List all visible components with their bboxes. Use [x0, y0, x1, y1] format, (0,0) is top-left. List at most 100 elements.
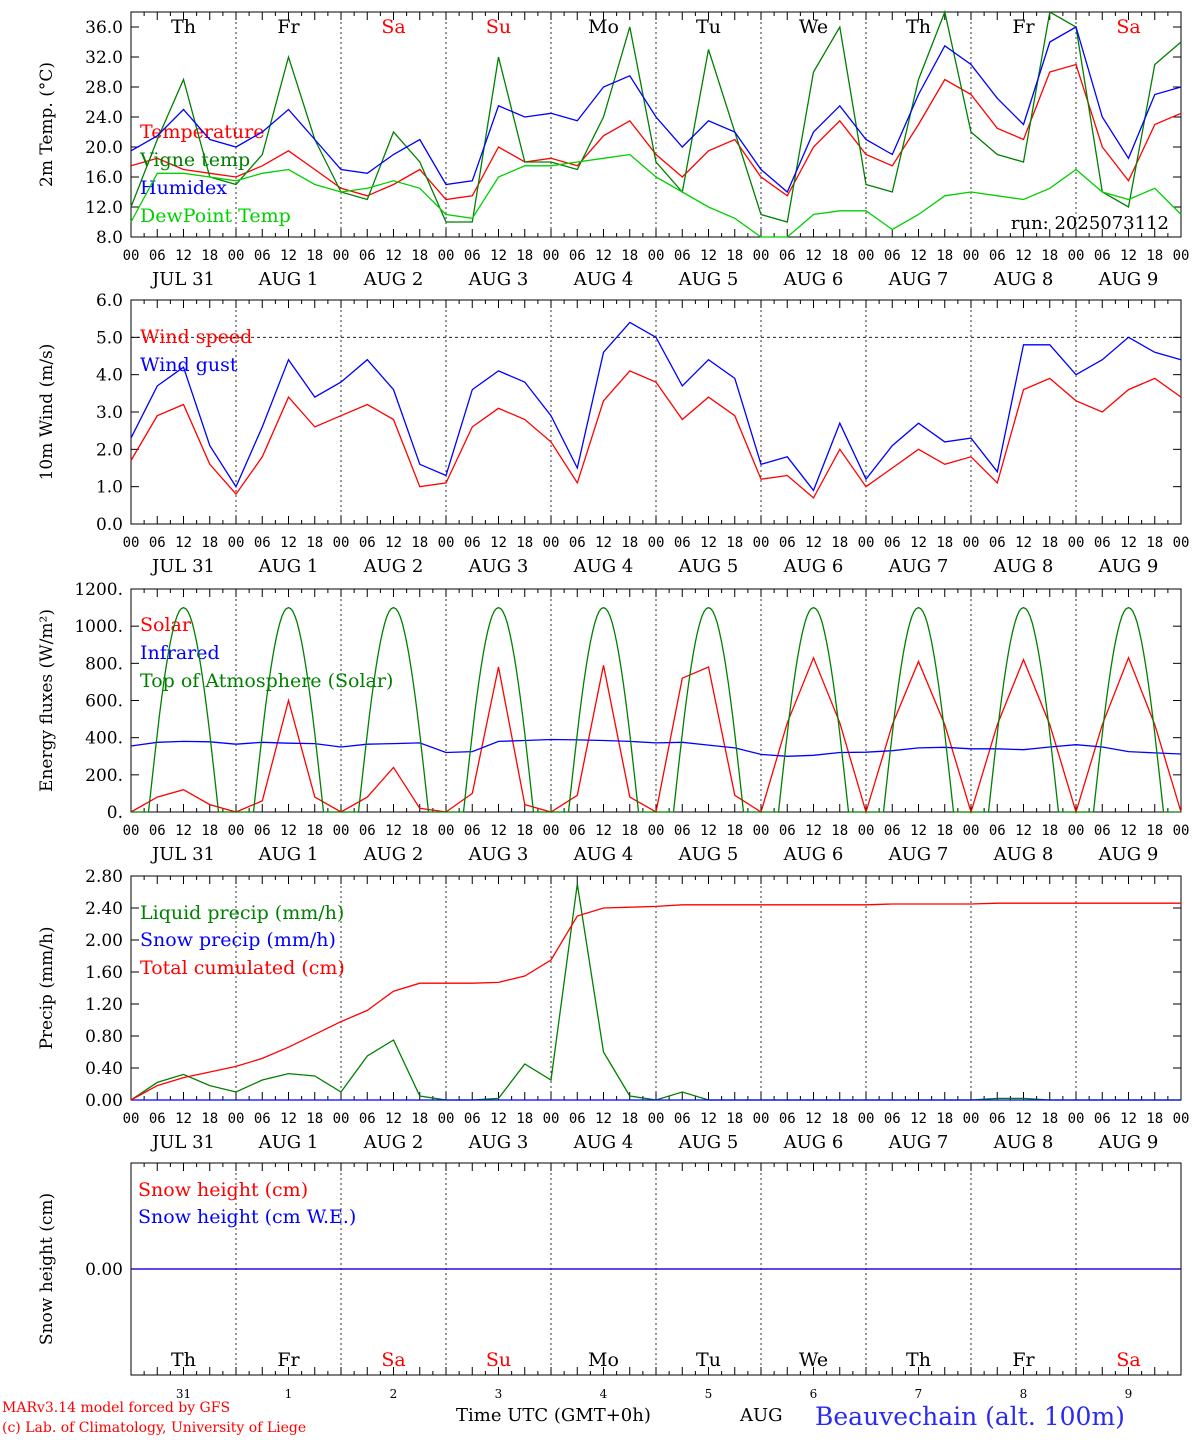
panel-2-hour-label: 18: [411, 535, 428, 551]
panel-1-hour-label: 06: [779, 248, 796, 264]
panel-1-hour-label: 18: [1146, 248, 1163, 264]
panel-1-hour-label: 00: [648, 248, 665, 264]
panel-1-ytick-label: 16.0: [85, 168, 123, 188]
panel-4-date-label: AUG 3: [468, 1132, 529, 1153]
day-number-label: 8: [1020, 1387, 1028, 1401]
panel-4-hour-label: 00: [648, 1111, 665, 1127]
panel-3-hour-label: 06: [254, 823, 271, 839]
panel-1-hour-label: 12: [805, 248, 822, 264]
panel-1-hour-label: 18: [936, 248, 953, 264]
panel-2-hour-label: 12: [805, 535, 822, 551]
panel-1-date-label: JUL 31: [150, 269, 215, 290]
panel-2-hour-label: 00: [1068, 535, 1085, 551]
weekday-label-top: Mo: [588, 16, 619, 38]
panel-2-ytick-label: 5.0: [96, 328, 123, 348]
panel-4-hour-label: 06: [464, 1111, 481, 1127]
panel-4-ytick-label: 2.40: [85, 899, 123, 919]
panel-4-date-label: AUG 7: [888, 1132, 949, 1153]
day-number-label: 9: [1125, 1387, 1133, 1401]
panel-2-legend-entry: Wind speed: [140, 326, 252, 348]
panel-3-ytick-label: 200.: [85, 766, 123, 786]
weekday-label-bottom: Tu: [696, 1349, 721, 1371]
panel-1-date-label: AUG 4: [573, 269, 634, 290]
panel-1-date-label: AUG 5: [678, 269, 739, 290]
panel-4-hour-label: 00: [123, 1111, 140, 1127]
panel-3-hour-label: 12: [1015, 823, 1032, 839]
panel-4-hour-label: 18: [936, 1111, 953, 1127]
weekday-label-top: Fr: [1012, 16, 1035, 38]
panel-3-ytick-label: 800.: [85, 654, 123, 674]
panel-3-hour-label: 06: [1094, 823, 1111, 839]
panel-4-hour-label: 00: [438, 1111, 455, 1127]
panel-2-date-label: AUG 6: [783, 556, 844, 577]
weekday-label-bottom: Th: [906, 1349, 931, 1371]
month-label: AUG: [740, 1405, 783, 1426]
panel-4-legend-entry: Liquid precip (mm/h): [140, 902, 344, 924]
panel-4-hour-label: 06: [569, 1111, 586, 1127]
day-number-label: 3: [495, 1387, 503, 1401]
panel-1-hour-label: 18: [201, 248, 218, 264]
panel-2-hour-label: 00: [648, 535, 665, 551]
panel-2-hour-label: 18: [621, 535, 638, 551]
weekday-label-bottom: Sa: [1116, 1349, 1140, 1371]
panel-4-ytick-label: 0.00: [85, 1091, 123, 1111]
panel-4-hour-label: 06: [674, 1111, 691, 1127]
panel-1-hour-label: 12: [1015, 248, 1032, 264]
panel-4-hour-label: 00: [1173, 1111, 1190, 1127]
panel-2-date-label: AUG 7: [888, 556, 949, 577]
panel-2-ylabel: 10m Wind (m/s): [37, 344, 57, 481]
weekday-label-bottom: Sa: [381, 1349, 405, 1371]
lab-credit: (c) Lab. of Climatology, University of L…: [2, 1420, 307, 1436]
panel-4-hour-label: 06: [359, 1111, 376, 1127]
panel-1-ytick-label: 8.0: [96, 228, 123, 248]
panel-2-hour-label: 06: [149, 535, 166, 551]
panel-1-legend-entry: Vigne temp: [139, 149, 250, 171]
time-axis-label: Time UTC (GMT+0h): [456, 1405, 651, 1426]
panel-3-ylabel: Energy fluxes (W/m²): [37, 609, 57, 792]
panel-3-hour-label: 12: [805, 823, 822, 839]
panel-1-date-label: AUG 7: [888, 269, 949, 290]
panel-4-hour-label: 12: [595, 1111, 612, 1127]
panel-2-hour-label: 06: [674, 535, 691, 551]
panel-2-hour-label: 00: [123, 535, 140, 551]
panel-2-series-line: [130, 321, 1182, 492]
panel-5-ytick-label: 0.00: [85, 1260, 123, 1280]
panel-4-hour-label: 18: [726, 1111, 743, 1127]
weekday-label-top: Fr: [277, 16, 300, 38]
panel-1-hour-label: 00: [963, 248, 980, 264]
panel-2-hour-label: 06: [569, 535, 586, 551]
panel-2-date-label: AUG 8: [993, 556, 1054, 577]
panel-4-hour-label: 12: [805, 1111, 822, 1127]
panel-4-hour-label: 06: [1094, 1111, 1111, 1127]
panel-3-hour-label: 06: [569, 823, 586, 839]
panel-3-hour-label: 00: [543, 823, 560, 839]
panel-4-hour-label: 18: [621, 1111, 638, 1127]
panel-4-date-label: AUG 8: [993, 1132, 1054, 1153]
panel-4-hour-label: 00: [858, 1111, 875, 1127]
panel-3-date-label: AUG 9: [1098, 844, 1159, 865]
panel-4-ytick-label: 1.60: [85, 963, 123, 983]
panel-2-ytick-label: 0.0: [96, 515, 123, 535]
panel-1-ytick-label: 28.0: [85, 78, 123, 98]
panel-3-hour-label: 12: [910, 823, 927, 839]
panel-4-ytick-label: 2.00: [85, 931, 123, 951]
panel-1-hour-label: 06: [569, 248, 586, 264]
panel-3-date-label: AUG 7: [888, 844, 949, 865]
panel-3-hour-label: 00: [858, 823, 875, 839]
panel-3-ytick-label: 1200.: [74, 580, 123, 600]
panel-2-hour-label: 18: [1041, 535, 1058, 551]
panel-4-hour-label: 12: [175, 1111, 192, 1127]
panel-2-hour-label: 06: [254, 535, 271, 551]
panel-3-hour-label: 00: [648, 823, 665, 839]
panel-1-hour-label: 00: [1068, 248, 1085, 264]
panel-3-date-label: AUG 2: [363, 844, 424, 865]
panel-3-hour-label: 00: [1068, 823, 1085, 839]
panel-2-hour-label: 12: [700, 535, 717, 551]
panel-1-ytick-label: 12.0: [85, 198, 123, 218]
weekday-label-top: Sa: [1116, 16, 1140, 38]
panel-5-legend-entry: Snow height (cm): [138, 1179, 308, 1201]
day-number-label: 2: [390, 1387, 398, 1401]
panel-1-hour-label: 12: [595, 248, 612, 264]
panel-3-hour-label: 06: [674, 823, 691, 839]
panel-3-date-label: AUG 3: [468, 844, 529, 865]
